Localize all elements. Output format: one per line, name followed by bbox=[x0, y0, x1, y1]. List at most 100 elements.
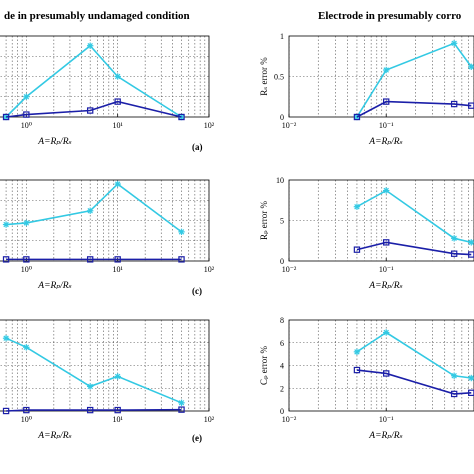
chart-right-d: 10⁻² 10⁻¹ 0 5 10 Rₚ error % A=Rₚ/Rₛ bbox=[259, 176, 474, 291]
x-axis-label: A=Rₚ/Rₛ bbox=[37, 281, 71, 291]
data-point bbox=[114, 373, 121, 380]
x-tick-label: 10⁻² bbox=[282, 415, 297, 424]
x-tick-label: 10⁻² bbox=[282, 265, 297, 274]
marker-dot bbox=[116, 375, 119, 378]
x-tick-label: 10¹ bbox=[112, 121, 123, 130]
x-axis-label: A=Rₚ/Rₛ bbox=[368, 431, 402, 441]
series-cyan bbox=[2, 180, 185, 236]
y-tick-label: 4 bbox=[280, 362, 284, 371]
marker-dot bbox=[88, 385, 92, 388]
data-point bbox=[178, 399, 185, 407]
data-point bbox=[114, 98, 121, 105]
x-tick-label: 10⁰ bbox=[21, 265, 32, 274]
marker-dot bbox=[180, 230, 183, 234]
data-point bbox=[468, 374, 474, 382]
series-cyan bbox=[353, 40, 474, 121]
y-tick-label: 6 bbox=[280, 339, 284, 348]
grid-lines bbox=[289, 180, 474, 261]
x-axis-label: A=Rₚ/Rₛ bbox=[37, 137, 71, 147]
marker-dot bbox=[469, 65, 473, 69]
x-tick-label: 10⁰ bbox=[21, 121, 32, 130]
data-point bbox=[383, 239, 390, 246]
series-line bbox=[356, 369, 472, 395]
x-axis-label: A=Rₚ/Rₛ bbox=[368, 137, 402, 147]
series-navy bbox=[2, 256, 185, 263]
y-tick-label: 1 bbox=[280, 32, 284, 41]
x-tick-label: 10² bbox=[204, 265, 215, 274]
series-navy bbox=[2, 406, 185, 415]
marker-dot bbox=[469, 241, 473, 244]
panel-label: (e) bbox=[192, 433, 202, 443]
marker-dot bbox=[355, 350, 359, 354]
x-axis-label: A=Rₚ/Rₛ bbox=[368, 281, 402, 291]
marker-dot bbox=[452, 41, 456, 45]
data-point bbox=[450, 250, 458, 257]
y-tick-label: 0 bbox=[280, 257, 284, 266]
data-point bbox=[353, 348, 361, 356]
data-point bbox=[23, 219, 30, 227]
marker-dot bbox=[384, 189, 388, 192]
data-point bbox=[23, 406, 30, 414]
x-axis-label: A=Rₚ/Rₛ bbox=[37, 431, 71, 441]
series-navy bbox=[353, 366, 474, 398]
data-point bbox=[23, 344, 30, 351]
series-navy bbox=[353, 239, 474, 258]
data-point bbox=[468, 63, 474, 70]
series-line bbox=[356, 100, 472, 118]
chart-panels: 10⁰ 10¹ 10² A=Rₚ/Rₛ (a) 10⁻² 10⁻¹ 0 0.5 1 Rₛ error… bbox=[0, 32, 474, 443]
x-tick-label: 10² bbox=[204, 121, 215, 130]
x-tick-label: 10¹ bbox=[112, 265, 123, 274]
marker-dot bbox=[25, 221, 28, 225]
plot-frame bbox=[288, 319, 474, 412]
data-point bbox=[353, 203, 361, 210]
marker-dot bbox=[4, 336, 8, 340]
x-tick-label: 10¹ bbox=[112, 415, 123, 424]
marker-dot bbox=[180, 401, 183, 405]
data-point bbox=[450, 390, 458, 398]
data-point bbox=[114, 73, 121, 80]
data-point bbox=[2, 256, 10, 263]
series-line bbox=[6, 182, 182, 233]
marker-dot bbox=[88, 209, 92, 213]
plot-frame bbox=[0, 35, 210, 118]
data-point bbox=[2, 335, 10, 342]
series-line bbox=[5, 100, 182, 118]
left-heading: de in presumably undamaged condition bbox=[4, 10, 190, 22]
series-line bbox=[356, 42, 472, 118]
plot-frame bbox=[0, 179, 210, 262]
marker-dot bbox=[384, 68, 388, 72]
data-point bbox=[450, 100, 458, 108]
data-point bbox=[450, 40, 458, 47]
y-tick-label: 0 bbox=[280, 407, 284, 416]
y-axis-label: Rₚ error % bbox=[259, 200, 269, 240]
y-tick-label: 2 bbox=[280, 384, 284, 393]
data-point bbox=[86, 406, 94, 414]
x-tick-label: 10⁻¹ bbox=[379, 415, 394, 424]
chart-left-e: 10⁰ 10¹ 10² A=Rₚ/Rₛ (e) bbox=[0, 319, 215, 443]
data-point bbox=[86, 107, 94, 114]
grid-lines bbox=[0, 320, 209, 411]
x-tick-label: 10⁻¹ bbox=[379, 265, 394, 274]
data-point bbox=[353, 113, 361, 121]
marker-dot bbox=[25, 95, 28, 99]
series-line bbox=[5, 337, 182, 404]
chart-left-c: 10⁰ 10¹ 10² A=Rₚ/Rₛ (c) bbox=[0, 179, 215, 296]
data-point bbox=[114, 180, 121, 188]
series-cyan bbox=[2, 335, 185, 407]
x-tick-label: 10² bbox=[204, 415, 215, 424]
data-point bbox=[2, 407, 10, 415]
chart-left-a: 10⁰ 10¹ 10² A=Rₚ/Rₛ (a) bbox=[0, 35, 215, 152]
data-point bbox=[86, 383, 94, 390]
data-point bbox=[383, 66, 390, 74]
data-point bbox=[383, 98, 390, 105]
plot-frame bbox=[288, 179, 474, 262]
y-tick-label: 10 bbox=[276, 176, 284, 185]
series-line bbox=[356, 331, 472, 379]
y-axis-label: Rₛ error % bbox=[259, 57, 269, 96]
y-axis-label: Cₚ error % bbox=[259, 345, 269, 385]
marker-dot bbox=[116, 75, 119, 78]
data-point bbox=[468, 239, 474, 246]
grid-lines bbox=[0, 36, 209, 117]
chart-right-b: 10⁻² 10⁻¹ 0 0.5 1 Rₛ error % A=Rₚ/Rₛ bbox=[259, 32, 474, 147]
y-tick-label: 0.5 bbox=[274, 73, 284, 82]
